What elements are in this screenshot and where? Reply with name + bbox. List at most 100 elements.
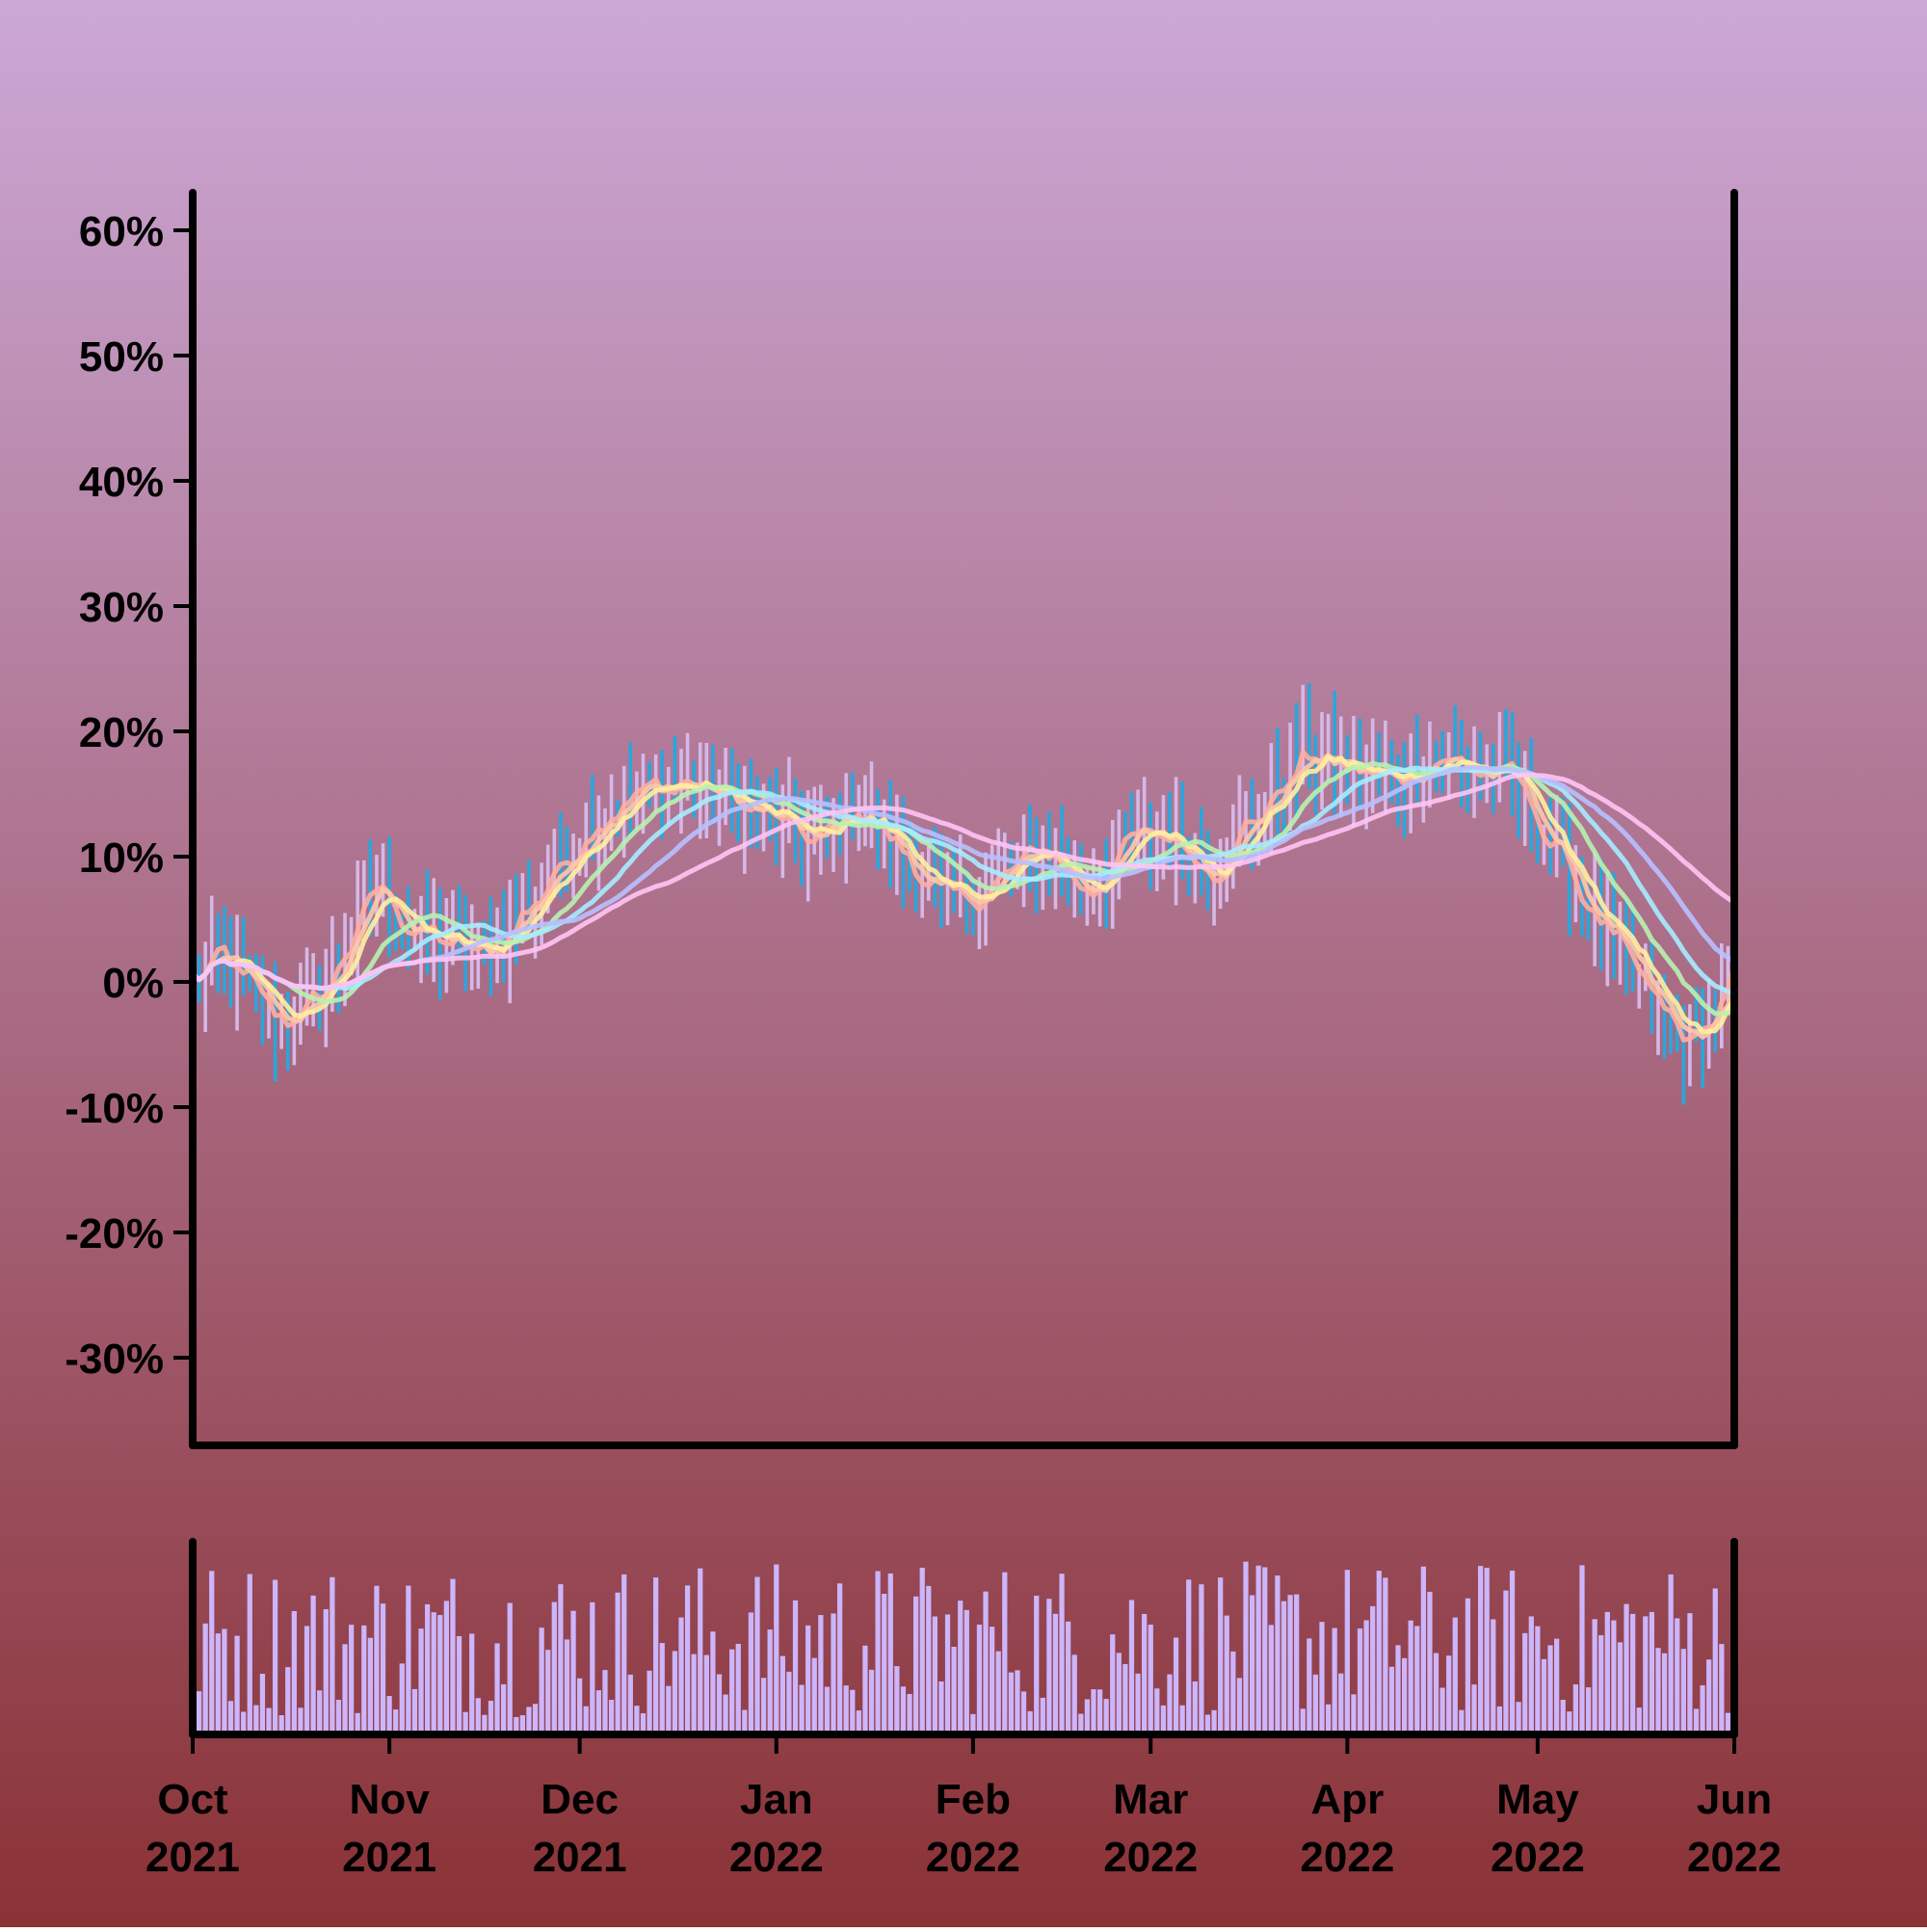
- price-bar: [552, 828, 557, 898]
- volume-bar: [843, 1685, 849, 1734]
- volume-bar: [450, 1578, 456, 1734]
- price-bar: [241, 916, 246, 995]
- price-bar: [964, 869, 969, 934]
- price-bar: [1155, 811, 1159, 891]
- volume-bar: [1344, 1570, 1350, 1734]
- volume-bar: [1052, 1613, 1059, 1734]
- price-bar: [203, 941, 207, 1033]
- volume-bar: [545, 1650, 551, 1734]
- volume-bar: [958, 1601, 964, 1734]
- volume-bar: [742, 1709, 748, 1734]
- price-bar: [1276, 728, 1280, 841]
- volume-bar: [1040, 1697, 1045, 1734]
- x-tick-label-year: 2021: [342, 1834, 436, 1881]
- x-tick-label-month: Feb: [936, 1776, 1011, 1823]
- volume-bar: [1363, 1620, 1369, 1734]
- volume-bar: [1008, 1672, 1015, 1734]
- volume-bar: [1649, 1611, 1655, 1734]
- volume-bar: [1262, 1567, 1268, 1734]
- volume-bar: [298, 1707, 304, 1734]
- volume-bar: [1071, 1654, 1077, 1734]
- price-bar: [603, 807, 607, 865]
- volume-bar: [990, 1627, 995, 1734]
- volume-bar: [227, 1701, 234, 1734]
- price-bar: [800, 790, 804, 887]
- volume-bar: [951, 1647, 957, 1734]
- volume-bar: [748, 1612, 754, 1734]
- volume-bar: [1249, 1595, 1255, 1734]
- volume-bar: [1027, 1710, 1033, 1734]
- price-bar: [1301, 684, 1306, 785]
- volume-bar: [1142, 1613, 1148, 1734]
- volume-bar: [1015, 1670, 1020, 1734]
- price-bar: [1694, 987, 1699, 1043]
- volume-bar: [995, 1651, 1001, 1734]
- volume-bar: [1096, 1689, 1103, 1734]
- volume-bar: [241, 1711, 247, 1734]
- price-bar: [895, 794, 899, 895]
- volume-bar: [799, 1684, 805, 1734]
- volume-bar: [1135, 1673, 1141, 1734]
- volume-bar: [253, 1705, 259, 1734]
- volume-bar: [361, 1625, 367, 1734]
- volume-bar: [659, 1643, 665, 1734]
- price-bar: [1517, 742, 1520, 839]
- volume-bar: [1471, 1684, 1477, 1734]
- volume-bar: [912, 1596, 919, 1734]
- volume-bar: [335, 1700, 342, 1734]
- volume-bar: [1179, 1705, 1185, 1734]
- price-bar: [1688, 1004, 1692, 1087]
- volume-bar: [1160, 1705, 1167, 1734]
- price-bar: [977, 877, 982, 949]
- volume-bar: [1579, 1565, 1585, 1734]
- price-bar: [292, 996, 297, 1066]
- volume-bar: [380, 1603, 386, 1734]
- volume-bar: [494, 1643, 500, 1734]
- volume-bar: [1370, 1605, 1376, 1734]
- volume-bar: [850, 1689, 856, 1734]
- price-bar: [311, 953, 315, 1027]
- volume-bar: [1433, 1653, 1439, 1734]
- volume-bar: [1078, 1713, 1084, 1734]
- price-bar: [755, 776, 759, 850]
- price-bar: [1326, 713, 1331, 781]
- price-bar: [1504, 708, 1508, 780]
- volume-bar: [1516, 1702, 1521, 1734]
- price-bar: [1136, 789, 1140, 870]
- volume-bar: [1675, 1618, 1680, 1734]
- volume-bar: [1351, 1694, 1357, 1734]
- volume-bar: [406, 1585, 411, 1734]
- volume-bar: [983, 1591, 989, 1734]
- price-bar: [514, 873, 518, 965]
- volume-bar: [1478, 1566, 1484, 1734]
- volume-bar: [1706, 1659, 1712, 1734]
- volume-bar: [1592, 1619, 1597, 1734]
- volume-bar: [1211, 1709, 1217, 1734]
- volume-bar: [1116, 1653, 1122, 1734]
- volume-bar: [1376, 1571, 1382, 1734]
- x-tick-label-year: 2022: [926, 1834, 1020, 1881]
- x-tick-label-year: 2022: [729, 1834, 824, 1881]
- volume-bar: [811, 1657, 817, 1734]
- volume-bar: [411, 1688, 418, 1734]
- y-tick-label: 20%: [79, 709, 164, 756]
- volume-bar: [868, 1669, 875, 1734]
- volume-bar: [716, 1674, 723, 1734]
- volume-bar: [1148, 1625, 1153, 1734]
- volume-bar: [907, 1694, 912, 1734]
- volume-bar: [1567, 1711, 1572, 1734]
- volume-bar: [836, 1583, 843, 1734]
- price-bar: [279, 993, 283, 1049]
- volume-bar: [602, 1670, 608, 1734]
- price-bar: [1244, 791, 1248, 840]
- price-bar: [419, 895, 423, 984]
- volume-bar: [1668, 1574, 1674, 1734]
- price-bar: [743, 765, 747, 874]
- price-bar: [1212, 857, 1216, 926]
- price-bar: [1421, 755, 1426, 823]
- x-tick-label-year: 2022: [1103, 1834, 1198, 1881]
- x-tick-label-month: May: [1496, 1776, 1579, 1823]
- volume-bar: [1224, 1615, 1229, 1734]
- volume-bar: [1275, 1575, 1280, 1734]
- volume-bar: [805, 1625, 811, 1734]
